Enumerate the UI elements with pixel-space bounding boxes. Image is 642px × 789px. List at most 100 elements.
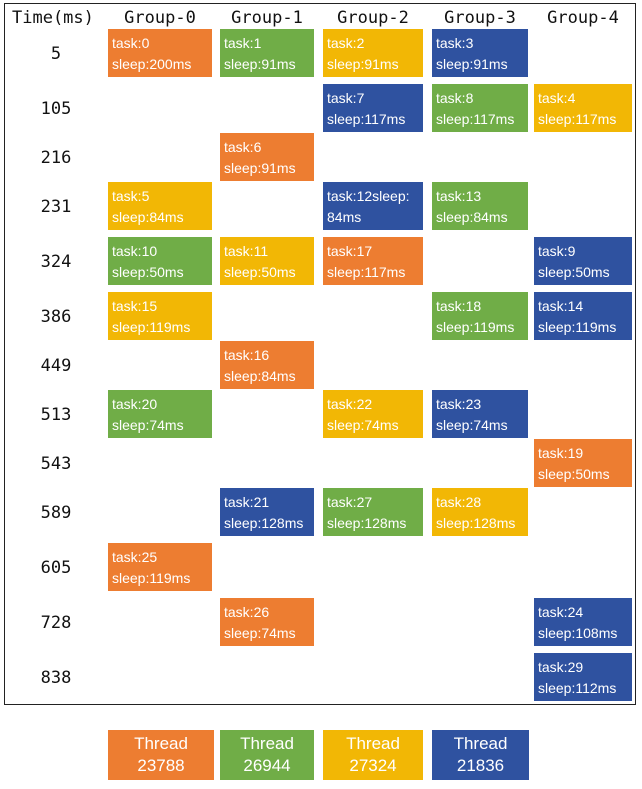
- legend-item-thread: Thread 23788: [108, 730, 214, 780]
- time-label: 105: [40, 99, 72, 119]
- task-cell: task:25 sleep:119ms: [108, 543, 212, 591]
- legend-thread-id: 26944: [243, 756, 291, 775]
- time-label: 838: [40, 668, 72, 688]
- task-cell: task:10 sleep:50ms: [108, 237, 212, 285]
- task-cell: task:14 sleep:119ms: [534, 292, 632, 340]
- group-header-4: Group-4: [547, 8, 619, 28]
- task-id: task:24: [538, 604, 584, 620]
- task-cell: task:19 sleep:50ms: [534, 439, 632, 487]
- task-id: task:23: [436, 396, 482, 412]
- task-sleep: sleep:117ms: [538, 111, 617, 127]
- task-id: task:12sleep:: [327, 188, 410, 204]
- task-sleep: sleep:74ms: [224, 625, 296, 641]
- task-id: task:27: [327, 494, 373, 510]
- task-cell: task:26 sleep:74ms: [220, 598, 314, 646]
- task-cell: task:2 sleep:91ms: [323, 29, 423, 77]
- legend-thread-id: 23788: [137, 756, 185, 775]
- task-sleep: sleep:74ms: [327, 417, 399, 433]
- legend-label: Thread: [453, 734, 508, 753]
- task-cell: task:17 sleep:117ms: [323, 237, 423, 285]
- task-sleep: sleep:74ms: [436, 417, 508, 433]
- time-label: 543: [40, 454, 72, 474]
- task-sleep: sleep:84ms: [224, 368, 296, 384]
- time-label: 386: [40, 307, 72, 327]
- time-label: 605: [40, 558, 72, 578]
- task-id: task:9: [538, 243, 576, 259]
- task-sleep: sleep:112ms: [538, 680, 617, 696]
- task-cell: task:6 sleep:91ms: [220, 133, 314, 181]
- task-sleep: sleep:91ms: [327, 56, 399, 72]
- group-header-0: Group-0: [124, 8, 196, 28]
- group-header-3: Group-3: [444, 8, 516, 28]
- task-sleep: sleep:50ms: [112, 264, 184, 280]
- task-cell: task:15 sleep:119ms: [108, 292, 212, 340]
- task-sleep: sleep:128ms: [224, 515, 304, 531]
- task-cell: task:24 sleep:108ms: [534, 598, 632, 646]
- task-id: task:16: [224, 347, 270, 363]
- task-sleep: sleep:50ms: [538, 264, 610, 280]
- task-id: task:4: [538, 90, 576, 106]
- time-label: 728: [40, 613, 72, 633]
- task-sleep: sleep:128ms: [327, 515, 407, 531]
- time-label: 5: [50, 44, 62, 64]
- legend-label: Thread: [134, 734, 188, 753]
- legend-item-thread: Thread 21836: [432, 730, 529, 780]
- task-cell: task:0 sleep:200ms: [108, 29, 212, 77]
- task-cell: task:27 sleep:128ms: [323, 488, 423, 536]
- task-id: task:22: [327, 396, 373, 412]
- task-id: task:5: [112, 188, 150, 204]
- time-label: 216: [40, 148, 72, 168]
- task-id: task:14: [538, 298, 584, 314]
- task-sleep: sleep:91ms: [224, 56, 296, 72]
- task-sleep: sleep:84ms: [436, 209, 508, 225]
- legend-item-thread: Thread 26944: [220, 730, 314, 780]
- task-id: task:8: [436, 90, 474, 106]
- task-cell: task:20 sleep:74ms: [108, 390, 212, 438]
- task-sleep: sleep:91ms: [436, 56, 508, 72]
- timeline-frame: [4, 3, 636, 705]
- task-id: task:11: [224, 243, 269, 259]
- task-id: task:21: [224, 494, 270, 510]
- task-cell: task:11 sleep:50ms: [220, 237, 314, 285]
- task-id: task:26: [224, 604, 270, 620]
- task-cell: task:9 sleep:50ms: [534, 237, 632, 285]
- task-id: task:15: [112, 298, 158, 314]
- task-sleep: sleep:117ms: [327, 264, 406, 280]
- task-cell: task:16 sleep:84ms: [220, 341, 314, 389]
- task-cell: task:12sleep: 84ms: [323, 182, 423, 230]
- time-label: 589: [40, 503, 72, 523]
- task-id: task:29: [538, 659, 584, 675]
- time-label: 324: [40, 252, 72, 272]
- task-cell: task:4 sleep:117ms: [534, 84, 632, 132]
- task-sleep: sleep:119ms: [112, 570, 191, 586]
- task-id: task:18: [436, 298, 482, 314]
- task-cell: task:8 sleep:117ms: [432, 84, 528, 132]
- task-id: task:19: [538, 445, 584, 461]
- task-cell: task:23 sleep:74ms: [432, 390, 528, 438]
- task-sleep: sleep:200ms: [112, 56, 192, 72]
- legend-label: Thread: [346, 734, 400, 753]
- task-id: task:0: [112, 35, 150, 51]
- task-id: task:3: [436, 35, 474, 51]
- task-sleep: sleep:119ms: [436, 319, 515, 335]
- task-id: task:7: [327, 90, 365, 106]
- task-cell: task:21 sleep:128ms: [220, 488, 314, 536]
- task-sleep: sleep:91ms: [224, 160, 296, 176]
- task-cell: task:1 sleep:91ms: [220, 29, 314, 77]
- task-cell: task:3 sleep:91ms: [432, 29, 528, 77]
- task-sleep: sleep:50ms: [224, 264, 296, 280]
- task-sleep: sleep:74ms: [112, 417, 184, 433]
- task-sleep: sleep:84ms: [112, 209, 184, 225]
- task-sleep: sleep:128ms: [436, 515, 516, 531]
- task-sleep: sleep:119ms: [538, 319, 617, 335]
- task-sleep: 84ms: [327, 209, 362, 225]
- task-cell: task:18 sleep:119ms: [432, 292, 528, 340]
- legend-thread-id: 27324: [349, 756, 397, 775]
- task-id: task:6: [224, 139, 262, 155]
- task-id: task:25: [112, 549, 158, 565]
- group-header-2: Group-2: [337, 8, 409, 28]
- legend-label: Thread: [240, 734, 294, 753]
- task-sleep: sleep:108ms: [538, 625, 618, 641]
- time-column-header: Time(ms): [12, 8, 94, 28]
- task-id: task:13: [436, 188, 482, 204]
